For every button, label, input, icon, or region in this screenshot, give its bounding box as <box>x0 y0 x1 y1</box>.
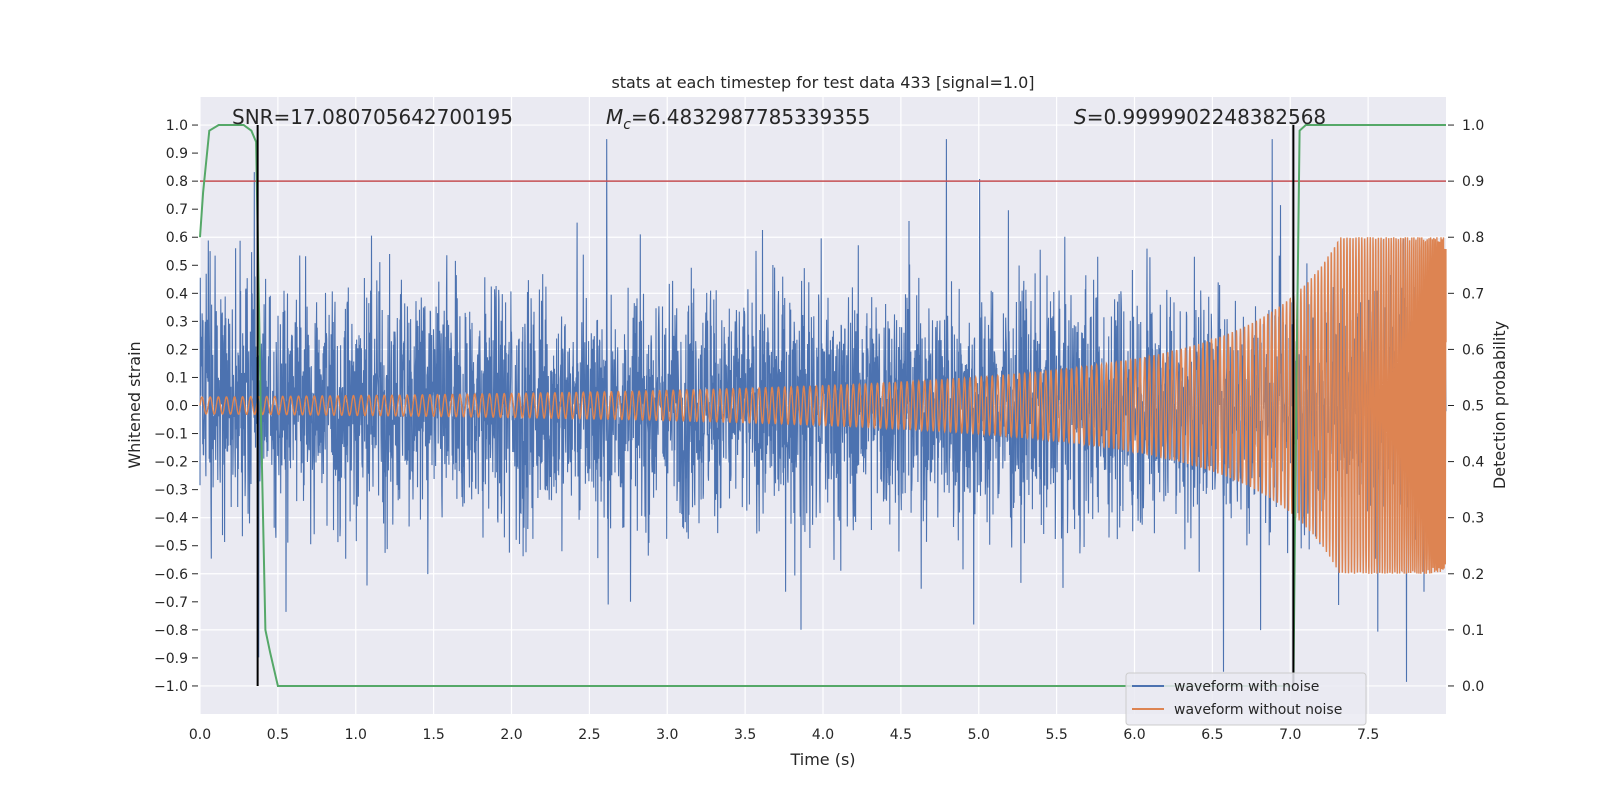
y-left-tick-label-5: 0.5 <box>166 258 188 274</box>
y-right-tick-label-1: 0.9 <box>1462 174 1484 190</box>
y-right-tick-label-9: 0.1 <box>1462 623 1484 639</box>
x-tick-label-1: 0.5 <box>267 727 289 743</box>
x-tick-label-6: 3.0 <box>656 727 678 743</box>
y-axis-label-left: Whitened strain <box>125 341 144 468</box>
legend: waveform with noise waveform without noi… <box>1125 672 1367 726</box>
y-right-tick-label-7: 0.3 <box>1462 511 1484 527</box>
x-tick-label-12: 6.0 <box>1123 727 1145 743</box>
y-left-tick-label-0: 1.0 <box>166 118 188 134</box>
y-right-tick-label-3: 0.7 <box>1462 286 1484 302</box>
y-left-tick-label-2: 0.8 <box>166 174 188 190</box>
significance-annotation: S=0.9999902248382568 <box>1074 105 1326 129</box>
clean-waveform-line <box>199 237 1447 574</box>
x-tick-label-3: 1.5 <box>422 727 444 743</box>
x-tick-label-14: 7.0 <box>1279 727 1301 743</box>
y-right-tick-label-0: 1.0 <box>1462 118 1484 134</box>
y-left-tick-label-16: −0.6 <box>154 567 188 583</box>
noise-waveform-series <box>199 139 1447 682</box>
x-tick-label-8: 4.0 <box>812 727 834 743</box>
y-left-tick-label-8: 0.2 <box>166 342 188 358</box>
legend-label-clean: waveform without noise <box>1174 702 1342 718</box>
clean-waveform-series <box>199 237 1447 574</box>
chirp-mass-value: =6.4832987785339355 <box>631 105 870 129</box>
x-tick-label-11: 5.5 <box>1045 727 1067 743</box>
legend-box <box>1125 672 1367 726</box>
y-left-tick-label-10: 0.0 <box>166 399 188 415</box>
significance-value: =0.9999902248382568 <box>1087 105 1326 129</box>
x-tick-label-9: 4.5 <box>890 727 912 743</box>
x-tick-label-4: 2.0 <box>500 727 522 743</box>
tick-labels: 0.0 0.5 1.0 1.5 2.0 2.5 3.0 3.5 4.0 4.5 5.0 5.5 6.0 6… <box>154 118 1484 743</box>
x-tick-label-10: 5.0 <box>968 727 990 743</box>
y-axis-label-right: Detection probability <box>1490 321 1509 489</box>
snr-annotation: SNR=17.080705642700195 <box>232 105 513 129</box>
y-left-tick-label-6: 0.4 <box>166 286 188 302</box>
y-right-tick-label-2: 0.8 <box>1462 230 1484 246</box>
y-left-tick-label-14: −0.4 <box>154 511 188 527</box>
y-left-tick-label-13: −0.3 <box>154 483 188 499</box>
probability-line <box>199 124 1446 687</box>
y-left-tick-label-1: 0.9 <box>166 146 188 162</box>
y-left-tick-label-12: −0.2 <box>154 455 188 471</box>
x-tick-label-2: 1.0 <box>345 727 367 743</box>
y-right-tick-label-4: 0.6 <box>1462 342 1484 358</box>
legend-label-noise: waveform with noise <box>1174 679 1319 695</box>
x-axis-label: Time (s) <box>789 750 855 769</box>
x-tick-label-15: 7.5 <box>1357 727 1379 743</box>
y-right-tick-label-10: 0.0 <box>1462 679 1484 695</box>
y-left-tick-label-7: 0.3 <box>166 314 188 330</box>
y-right-tick-label-5: 0.5 <box>1462 399 1484 415</box>
x-tick-label-13: 6.5 <box>1201 727 1223 743</box>
y-left-tick-label-9: 0.1 <box>166 370 188 386</box>
y-left-tick-label-20: −1.0 <box>154 679 188 695</box>
chart-title: stats at each timestep for test data 433… <box>611 73 1034 92</box>
y-right-tick-label-6: 0.4 <box>1462 455 1484 471</box>
y-left-tick-label-17: −0.7 <box>154 595 188 611</box>
y-left-tick-label-18: −0.8 <box>154 623 188 639</box>
y-left-tick-label-11: −0.1 <box>154 427 188 443</box>
x-tick-label-0: 0.0 <box>189 727 211 743</box>
noise-waveform-line <box>199 139 1447 682</box>
event-markers <box>256 125 1295 686</box>
y-left-tick-label-3: 0.7 <box>166 202 188 218</box>
y-left-tick-label-4: 0.6 <box>166 230 188 246</box>
x-tick-label-7: 3.5 <box>734 727 756 743</box>
y-left-tick-label-15: −0.5 <box>154 539 188 555</box>
chirp-mass-annotation: Mc=6.4832987785339355 <box>606 105 870 133</box>
y-left-tick-label-19: −0.9 <box>154 651 188 667</box>
y-right-tick-label-8: 0.2 <box>1462 567 1484 583</box>
x-tick-label-5: 2.5 <box>578 727 600 743</box>
probability-series <box>199 124 1446 687</box>
